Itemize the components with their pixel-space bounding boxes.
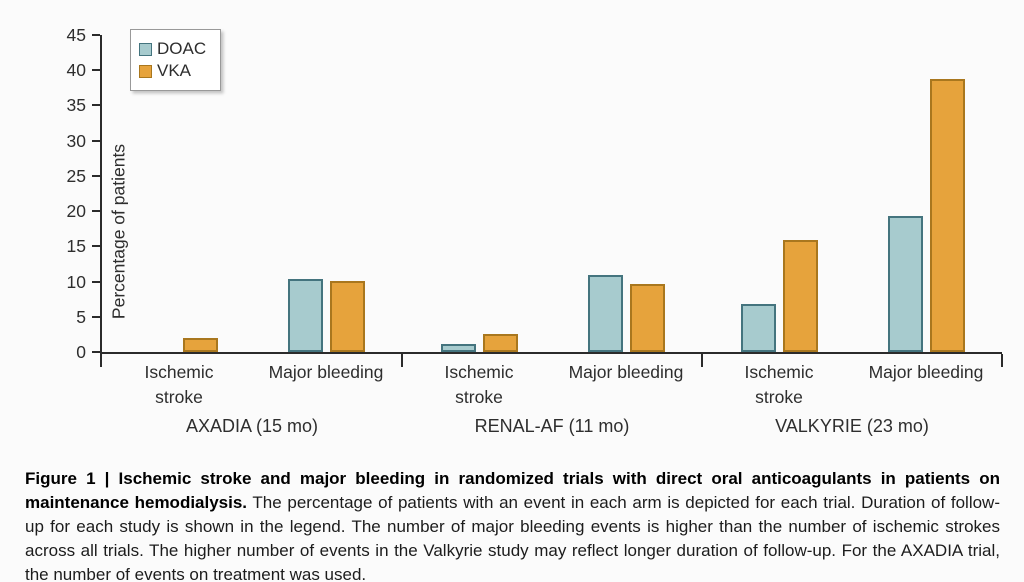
bar-vka [782,240,818,352]
bar-doac [587,274,623,352]
y-axis-tick-label: 25 [66,165,86,186]
y-axis-tick [92,174,100,177]
category-label: Major bleeding [568,362,684,382]
chart-legend: DOAC VKA [130,29,222,91]
x-axis-group-tick [401,354,403,367]
y-axis-tick [92,245,100,248]
y-axis-tick [92,34,100,36]
y-axis-tick [92,139,100,142]
y-axis-tick [92,280,100,283]
x-axis-group-tick [701,354,703,367]
y-axis-tick [92,69,100,72]
bar-doac [440,343,476,352]
trial-group-label: AXADIA (15 mo) [185,416,319,436]
bar-chart-plot-area: Percentage of patients DOAC VKA 0 5 10 15 20 2… [67,26,1003,436]
bar-doac [287,279,323,352]
x-axis-group-tick [1001,354,1003,367]
y-axis-tick [92,210,100,213]
category-label: Ischemic stroke [144,362,214,407]
legend-swatch-vka-icon [139,64,152,78]
legend-swatch-doac-icon [139,42,152,56]
y-axis-tick-label: 0 [76,342,86,362]
y-axis-tick-label: 30 [66,130,86,151]
caption-bold-title: Figure 1 | Ischemic stroke and major ble… [25,469,1000,512]
bar-vka [482,333,518,352]
trial-group-label: RENAL-AF (11 mo) [474,416,630,436]
bar-doac [887,216,923,352]
bar-vka [329,280,365,352]
y-axis-tick [92,351,100,353]
caption-body-text: The percentage of patients with an event… [25,493,1000,582]
bar-vka [629,284,665,352]
y-axis-tick-label: 15 [66,236,86,257]
y-axis-tick-label: 20 [66,201,86,222]
y-axis-tick-label: 45 [66,25,86,45]
legend-label: VKA [157,61,192,80]
legend-label: DOAC [157,39,207,58]
category-label: Major bleeding [868,362,984,382]
y-axis-tick-label: 35 [66,95,86,116]
trial-group-label: VALKYRIE (23 mo) [775,416,929,436]
bar-vka [929,79,965,352]
x-axis-group-tick [100,354,102,367]
y-axis-tick [92,315,100,318]
category-label: Major bleeding [268,362,384,382]
bar-doac [740,304,776,352]
y-axis-tick-label: 5 [76,306,86,327]
category-label: Ischemic stroke [744,362,814,407]
figure-caption: Figure 1 | Ischemic stroke and major ble… [25,467,1000,582]
y-axis-tick-label: 10 [66,271,86,292]
legend-item: VKA [139,61,206,81]
y-axis-tick [92,104,100,107]
bar-vka [182,337,218,352]
category-label: Ischemic stroke [444,362,514,407]
y-axis-label: Percentage of patients [108,143,129,320]
legend-item: DOAC [139,39,206,59]
y-axis-tick-label: 40 [66,60,86,81]
